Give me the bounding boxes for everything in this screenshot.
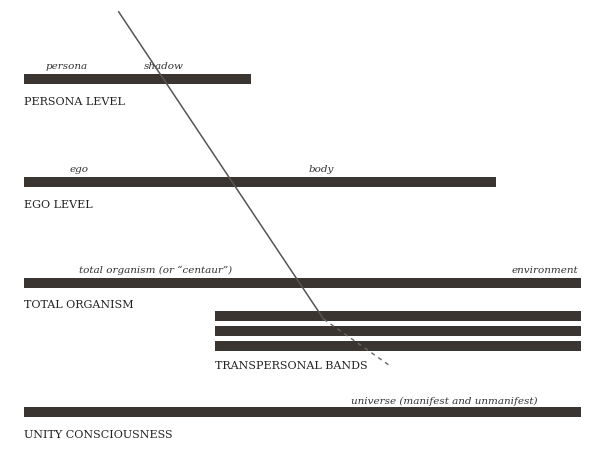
Text: PERSONA LEVEL: PERSONA LEVEL	[24, 97, 125, 107]
Text: EGO LEVEL: EGO LEVEL	[24, 200, 93, 210]
Bar	[163, 177, 496, 187]
Bar	[24, 74, 130, 84]
Text: ego: ego	[70, 165, 88, 174]
Bar	[24, 407, 581, 417]
Text: environment: environment	[511, 266, 578, 275]
Bar	[24, 278, 581, 288]
Bar	[130, 74, 251, 84]
Bar	[215, 326, 581, 336]
Bar	[215, 311, 581, 321]
Text: UNITY CONSCIOUSNESS: UNITY CONSCIOUSNESS	[24, 430, 173, 439]
Text: TOTAL ORGANISM: TOTAL ORGANISM	[24, 300, 134, 310]
Text: universe (manifest and unmanifest): universe (manifest and unmanifest)	[351, 397, 537, 406]
Text: shadow: shadow	[143, 62, 183, 71]
Text: body: body	[309, 165, 334, 174]
Text: persona: persona	[45, 62, 88, 71]
Bar	[215, 341, 581, 351]
Bar	[24, 177, 163, 187]
Text: TRANSPERSONAL BANDS: TRANSPERSONAL BANDS	[215, 361, 367, 371]
Text: total organism (or “centaur”): total organism (or “centaur”)	[79, 266, 232, 275]
